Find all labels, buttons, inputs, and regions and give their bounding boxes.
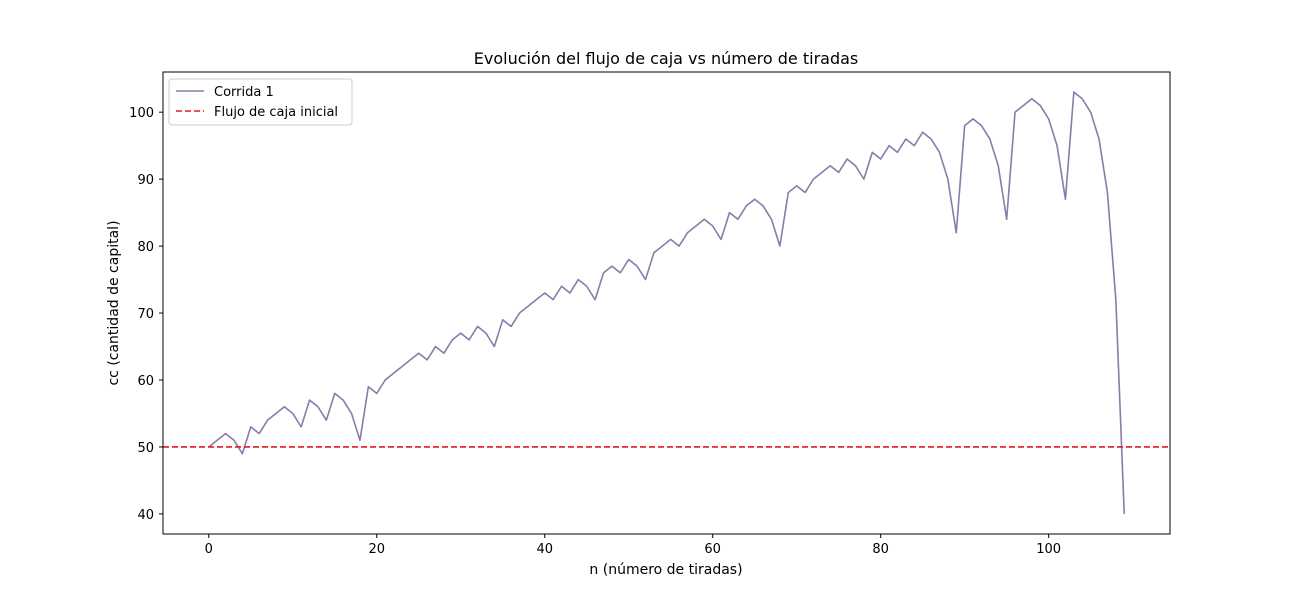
y-tick-label-80: 80 — [137, 240, 154, 255]
y-tick-label-90: 90 — [137, 173, 154, 188]
plot-area — [163, 91, 1170, 514]
series-line-1 — [208, 91, 1126, 514]
x-tick-label-40: 40 — [536, 542, 553, 557]
y-tick-label-100: 100 — [129, 106, 154, 121]
x-axis-label: n (número de tiradas) — [589, 562, 742, 578]
y-tick-label-60: 60 — [137, 374, 154, 389]
y-tick-label-50: 50 — [137, 441, 154, 456]
chart-title: Evolución del flujo de caja vs número de… — [474, 49, 859, 68]
x-tick-label-0: 0 — [205, 542, 213, 557]
x-tick-label-80: 80 — [872, 542, 889, 557]
legend: Corrida 1 Flujo de caja inicial — [168, 78, 353, 126]
y-tick-label-70: 70 — [137, 307, 154, 322]
legend-label-series-1: Corrida 1 — [214, 85, 274, 100]
ticks-layer: 0 20 40 60 80 100 40 50 60 70 80 90 100 — [129, 106, 1061, 557]
legend-label-series-2: Flujo de caja inicial — [214, 105, 338, 120]
x-tick-label-60: 60 — [704, 542, 721, 557]
x-tick-label-100: 100 — [1036, 542, 1061, 557]
y-axis-label: cc (cantidad de capital) — [106, 220, 122, 385]
x-tick-label-20: 20 — [368, 542, 385, 557]
legend-box — [168, 78, 353, 126]
y-tick-label-40: 40 — [137, 508, 154, 523]
plot-frame — [162, 71, 1171, 535]
